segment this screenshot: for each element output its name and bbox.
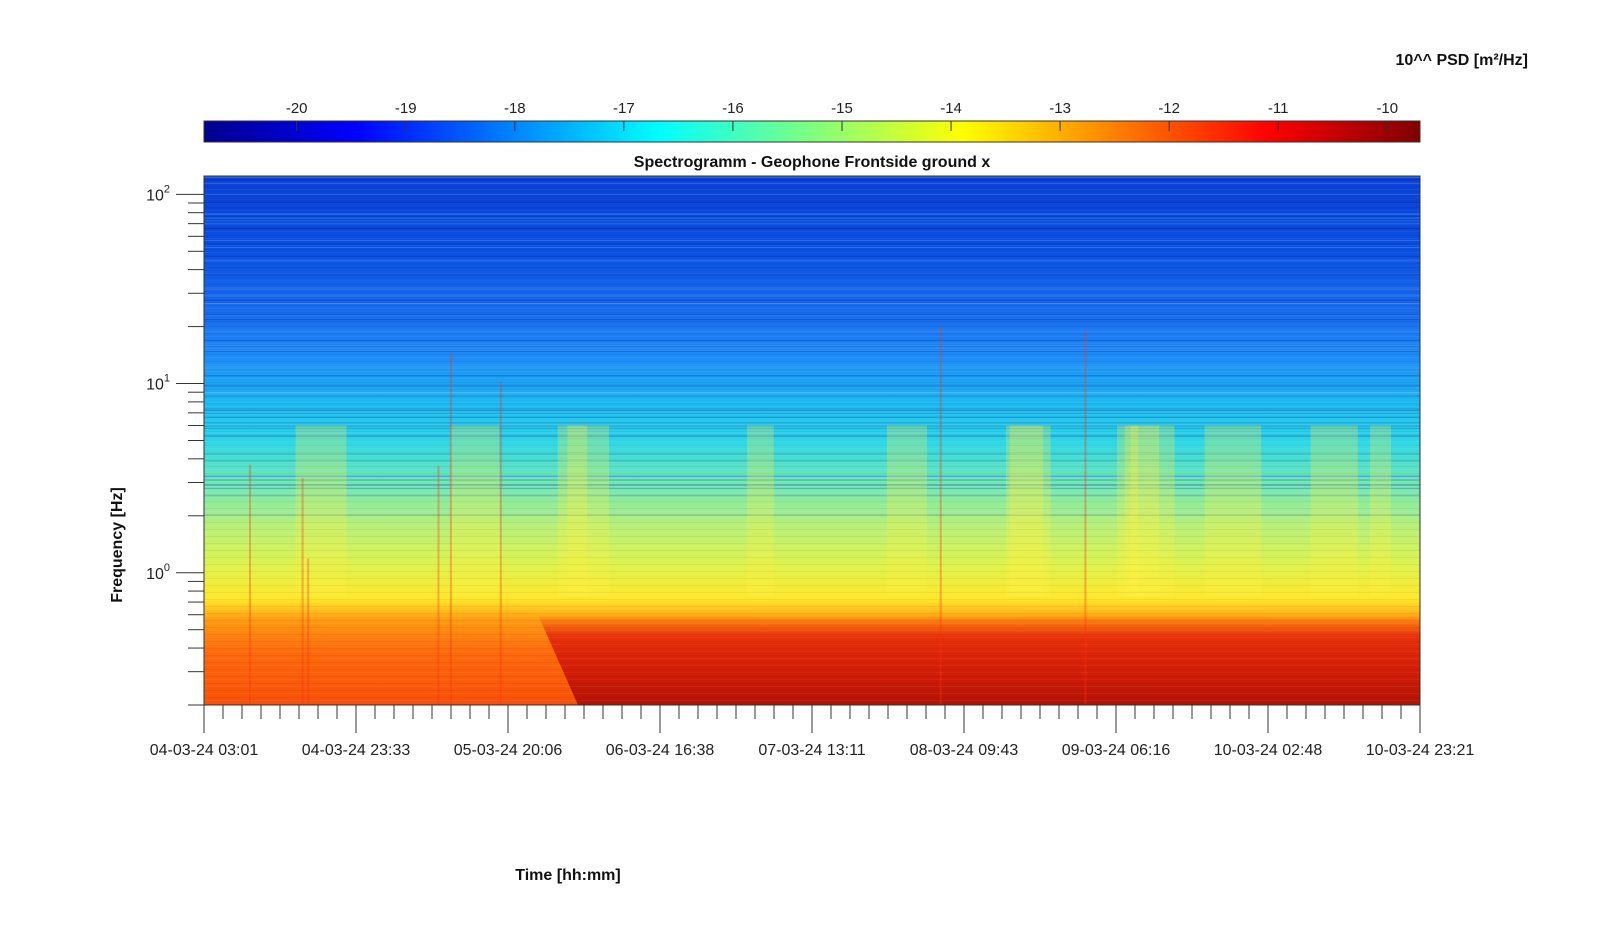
x-tick-label: 10-03-24 02:48 (1214, 742, 1323, 759)
y-tick-label: 101 (146, 373, 170, 394)
y-tick-label: 102 (146, 183, 170, 204)
colorbar-tick-label: -14 (940, 100, 962, 117)
colorbar-tick-label: -16 (722, 100, 744, 117)
colorbar-tick-label: -18 (504, 100, 526, 117)
chart-title: Spectrogramm - Geophone Frontside ground… (634, 154, 991, 171)
x-tick-label: 07-03-24 13:11 (758, 742, 865, 759)
x-axis: 04-03-24 03:01 04-03-24 23:33 05-03-24 20:… (150, 705, 1475, 759)
colorbar-tick-label: -15 (831, 100, 853, 117)
x-tick-label: 10-03-24 23:21 (1366, 742, 1475, 759)
x-tick-label: 08-03-24 09:43 (910, 742, 1019, 759)
colorbar-label: 10^^ PSD [m²/Hz] (1396, 52, 1528, 69)
x-tick-label: 09-03-24 06:16 (1062, 742, 1171, 759)
x-tick-label: 04-03-24 03:01 (150, 742, 259, 759)
x-tick-label: 06-03-24 16:38 (606, 742, 715, 759)
plot-area (204, 176, 1420, 705)
colorbar: -20 -19 -18 -17 -16 -15 -14 -13 -12 -11 -10 10^^ P… (203, 52, 1528, 143)
x-axis-label: Time [hh:mm] (515, 867, 620, 884)
colorbar-tick-label: -13 (1049, 100, 1071, 117)
y-axis: 100 101 102 (146, 183, 204, 706)
colorbar-ticks: -20 -19 -18 -17 -16 -15 -14 -13 -12 -11 -10 (286, 100, 1398, 131)
colorbar-tick-label: -19 (395, 100, 417, 117)
x-tick-label: 05-03-24 20:06 (454, 742, 563, 759)
y-axis-label: Frequency [Hz] (109, 487, 126, 603)
colorbar-tick-label: -17 (613, 100, 635, 117)
colorbar-gradient (203, 120, 1421, 143)
colorbar-tick-label: -12 (1158, 100, 1180, 117)
colorbar-tick-label: -10 (1376, 100, 1398, 117)
y-tick-label: 100 (146, 562, 170, 583)
x-tick-label: 04-03-24 23:33 (302, 742, 411, 759)
colorbar-tick-label: -20 (286, 100, 308, 117)
colorbar-tick-label: -11 (1268, 100, 1289, 117)
